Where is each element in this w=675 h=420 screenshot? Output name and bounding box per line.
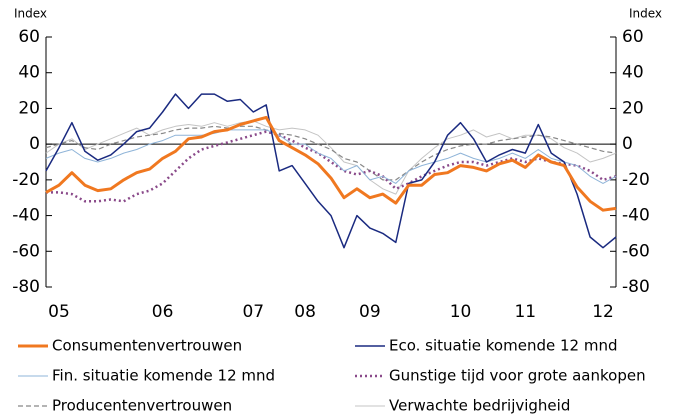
y-tick-label: 20: [18, 98, 40, 118]
x-tick-label: 08: [294, 302, 316, 322]
y2-tick-label: 0: [622, 134, 633, 154]
y2-tick-label: -40: [622, 206, 650, 226]
y-tick-label: -60: [12, 241, 40, 261]
y-axis-label: Index: [14, 7, 47, 21]
y2-tick-label: -60: [622, 241, 650, 261]
x-tick-label: 11: [514, 302, 536, 322]
y-tick-label: 40: [18, 63, 40, 83]
series-line: [45, 129, 617, 184]
y2-tick-label: 40: [622, 63, 644, 83]
x-tick-label: 12: [592, 302, 614, 322]
x-tick-label: 05: [48, 302, 70, 322]
y2-tick-label: 60: [622, 27, 644, 47]
series-line: [46, 130, 617, 203]
x-tick-label: 07: [242, 302, 264, 322]
legend-label: Eco. situatie komende 12 mnd: [389, 337, 617, 355]
y2-tick-label: -20: [622, 170, 650, 190]
y-tick-label: -80: [12, 277, 40, 297]
y2-tick-label: -80: [622, 277, 650, 297]
y-tick-label: -40: [12, 206, 40, 226]
legend-label: Producentenvertrouwen: [52, 397, 232, 415]
legend-label: Gunstige tijd voor grote aankopen: [389, 367, 646, 385]
y-tick-label: 60: [18, 27, 40, 47]
legend-label: Consumentenvertrouwen: [52, 337, 242, 355]
x-tick-label: 06: [152, 302, 174, 322]
x-tick-label: 10: [450, 302, 472, 322]
series-line: [45, 93, 617, 249]
legend-label: Fin. situatie komende 12 mnd: [52, 367, 275, 385]
y2-tick-label: 20: [622, 98, 644, 118]
x-tick-label: 09: [359, 302, 381, 322]
y2-axis-label: Index: [629, 7, 662, 21]
series-line: [45, 120, 617, 195]
legend-label: Verwachte bedrijvigheid: [389, 397, 570, 415]
y-tick-label: 0: [29, 134, 40, 154]
series-line: [45, 115, 617, 212]
series-line: [45, 125, 617, 181]
y-tick-label: -20: [12, 170, 40, 190]
